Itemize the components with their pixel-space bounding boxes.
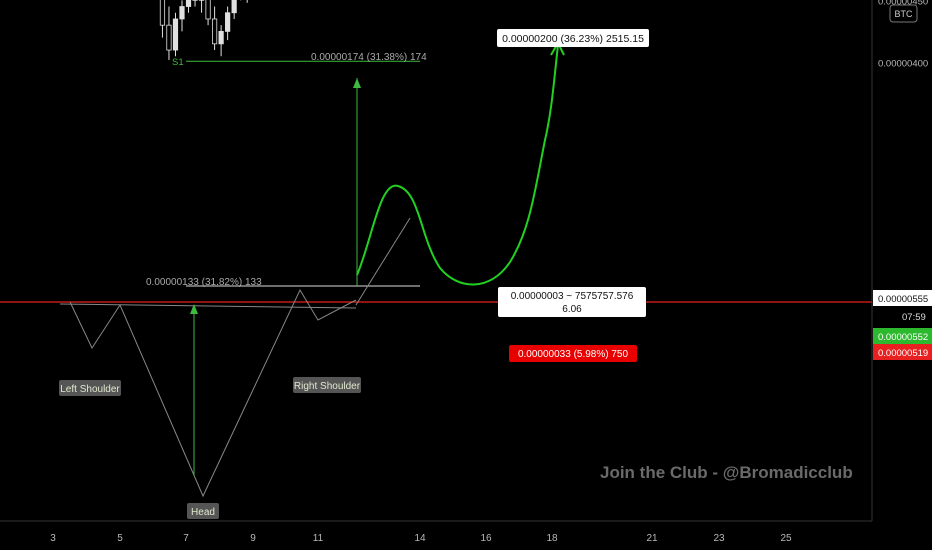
watermark: Join the Club - @Bromadicclub xyxy=(600,463,853,482)
time-tick: 23 xyxy=(713,533,725,544)
time-tick: 14 xyxy=(414,533,426,544)
pattern-label-text: Left Shoulder xyxy=(60,384,120,395)
currency-badge-bg xyxy=(889,4,918,23)
entry-label: 0.00000003 ~ 7575757.576 6.06 xyxy=(498,287,646,317)
candle-body xyxy=(218,30,224,45)
price-badge-text: 0.00000555 xyxy=(878,294,928,305)
candle xyxy=(192,0,198,7)
countdown-text: 07:59 xyxy=(902,312,926,323)
candle xyxy=(218,25,224,57)
pattern-label: Left Shoulder xyxy=(59,380,121,396)
candle xyxy=(198,0,205,13)
time-tick: 21 xyxy=(646,533,658,544)
candle xyxy=(225,6,231,41)
price-badge-bg xyxy=(873,290,932,306)
price-tick: 0.00000400 xyxy=(878,58,928,69)
candle xyxy=(231,0,237,19)
drawings xyxy=(59,40,565,498)
countdown-badge: 07:59 xyxy=(897,309,932,323)
candle xyxy=(159,0,166,38)
candle-body xyxy=(166,24,172,51)
countdown-bg xyxy=(897,309,932,323)
pattern-label-bg xyxy=(293,377,361,393)
forecast-curve xyxy=(356,44,559,286)
target-label-bg xyxy=(497,29,649,47)
candle xyxy=(179,0,185,32)
candle xyxy=(166,6,172,60)
price-badge-bg xyxy=(873,344,932,360)
entry-label-line1: 0.00000003 ~ 7575757.576 xyxy=(511,291,634,302)
level-lines: -1.618(0.00000752)-0.618(0.00000635)0.5(… xyxy=(0,57,872,303)
neckline xyxy=(59,303,357,309)
pattern-outline xyxy=(69,288,357,498)
time-tick: 5 xyxy=(117,533,123,544)
currency-badge: BTC xyxy=(889,4,918,23)
projection-line xyxy=(355,217,411,306)
candle-body xyxy=(211,18,218,45)
price-tick: 0.00000450 xyxy=(878,0,928,7)
price-badge-bg xyxy=(873,328,932,344)
candle xyxy=(185,0,192,13)
time-tick: 9 xyxy=(250,533,256,544)
price-axis: BTC0.000007000.000006500.000006000.00000… xyxy=(871,0,932,521)
price-badge: 0.00000552 xyxy=(873,328,932,344)
chart-labels: 0.00000174 (31.38%) 174 0.00000133 (31.82… xyxy=(59,29,853,519)
target-arrow-head xyxy=(353,78,361,88)
time-tick: 7 xyxy=(183,533,189,544)
price-badge-text: 0.00000552 xyxy=(878,332,928,343)
candle-body xyxy=(185,0,192,7)
pattern-label-bg xyxy=(187,503,219,519)
time-tick: 16 xyxy=(480,533,492,544)
candle xyxy=(172,12,179,57)
candle-body xyxy=(172,18,179,51)
pattern-label: Right Shoulder xyxy=(293,377,361,393)
stop-label: 0.00000033 (5.98%) 750 xyxy=(509,345,637,362)
candle-body xyxy=(205,0,211,20)
candle-body xyxy=(225,12,231,32)
candle xyxy=(211,6,218,51)
candle-body xyxy=(179,6,185,20)
pattern-label-text: Right Shoulder xyxy=(294,381,361,392)
stop-label-text: 0.00000033 (5.98%) 750 xyxy=(518,349,629,360)
currency-badge-text: BTC xyxy=(895,9,914,19)
stop-label-bg xyxy=(509,345,637,362)
height-arrow-head xyxy=(190,304,198,314)
price-badge: 0.00000555 xyxy=(873,290,932,306)
pattern-label: Head xyxy=(187,503,219,519)
target-label-text: 0.00000200 (36.23%) 2515.15 xyxy=(502,33,644,45)
candle xyxy=(246,0,248,3)
entry-label-line2: 6.06 xyxy=(562,304,582,315)
measure-label-mid: 0.00000133 (31.82%) 133 xyxy=(146,277,262,288)
candle-body xyxy=(159,0,166,26)
entry-label-bg xyxy=(498,287,646,317)
time-axis: 3 5 7 9 11 14 16 18 21 23 25 xyxy=(0,520,872,544)
price-badge: 0.00000519 xyxy=(873,344,932,360)
pattern-label-text: Head xyxy=(191,507,215,518)
price-badge-text: 0.00000519 xyxy=(878,348,928,359)
time-tick: 25 xyxy=(780,533,792,544)
time-tick: 11 xyxy=(313,533,324,544)
candles xyxy=(159,0,248,60)
measure-label-top: 0.00000174 (31.38%) 174 xyxy=(311,52,427,63)
s1-label: S1 xyxy=(172,57,184,68)
time-tick: 18 xyxy=(546,533,558,544)
target-label: 0.00000200 (36.23%) 2515.15 xyxy=(497,29,649,47)
pattern-label-bg xyxy=(59,380,121,396)
candle-body xyxy=(231,0,237,14)
candle xyxy=(205,0,211,26)
time-tick: 3 xyxy=(50,533,56,544)
